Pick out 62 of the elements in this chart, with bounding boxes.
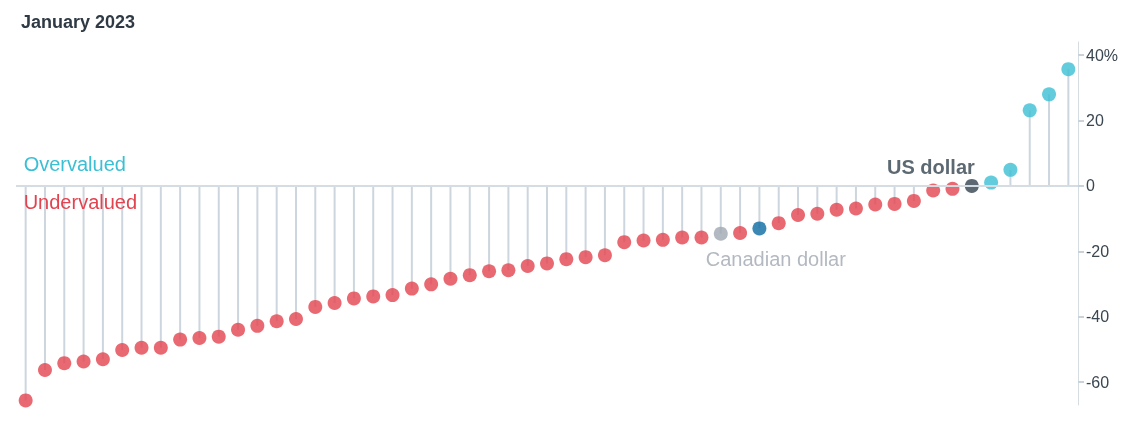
point <box>848 201 863 216</box>
point <box>713 226 728 241</box>
point <box>385 288 400 303</box>
point <box>810 206 825 221</box>
point <box>346 291 361 306</box>
point <box>327 295 342 310</box>
point <box>18 393 33 408</box>
point <box>1003 162 1018 177</box>
point <box>115 343 130 358</box>
series-label: Canadian dollar <box>705 247 847 270</box>
point <box>37 363 52 377</box>
point <box>308 299 323 314</box>
point <box>462 268 477 283</box>
point <box>868 197 883 212</box>
point <box>404 281 419 296</box>
annotation: Overvalued <box>23 152 126 175</box>
point <box>597 248 612 263</box>
point <box>887 196 902 211</box>
point <box>578 250 593 265</box>
point <box>250 318 265 333</box>
point <box>540 256 554 271</box>
point <box>752 221 767 236</box>
chart-title: January 2023 <box>21 12 136 32</box>
point <box>231 322 246 337</box>
point <box>443 271 458 286</box>
point <box>95 352 110 367</box>
point <box>76 354 91 369</box>
point <box>694 230 709 245</box>
point <box>771 216 786 231</box>
point <box>1022 103 1037 118</box>
point <box>520 259 535 274</box>
y-tick-label: 0 <box>1086 177 1095 195</box>
point <box>559 252 574 267</box>
series-label: US dollar <box>887 155 976 178</box>
point <box>733 225 748 240</box>
point <box>906 193 921 208</box>
point <box>211 329 226 344</box>
point <box>424 277 439 292</box>
point <box>791 208 806 222</box>
point <box>501 263 516 278</box>
point <box>153 340 168 355</box>
point <box>655 232 670 247</box>
point <box>57 356 72 371</box>
point <box>366 289 381 304</box>
point <box>636 233 651 248</box>
point <box>1061 62 1076 77</box>
annotation: Undervalued <box>23 190 138 213</box>
y-tick-label: -40 <box>1086 308 1110 326</box>
y-tick-label: -20 <box>1086 242 1110 260</box>
point <box>173 332 188 347</box>
point <box>617 235 632 250</box>
point <box>482 264 497 279</box>
point <box>289 312 303 326</box>
point <box>829 202 844 217</box>
point <box>675 230 690 245</box>
point <box>1042 87 1057 102</box>
point <box>192 330 207 345</box>
y-tick-label: 40% <box>1086 46 1119 64</box>
y-tick-label: 20 <box>1086 111 1104 129</box>
point <box>269 314 284 329</box>
y-tick-label: -60 <box>1086 373 1110 391</box>
point <box>134 340 149 355</box>
